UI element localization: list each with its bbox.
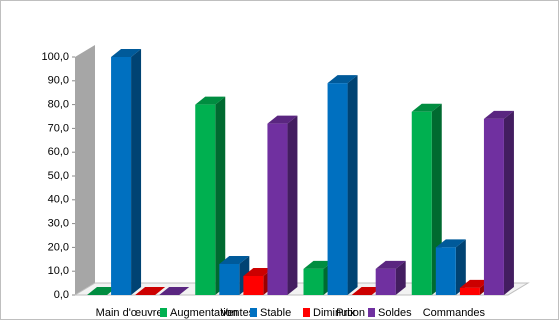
bar [483,110,514,295]
x-tick-label: Ventes [221,307,255,319]
x-tick-label: Prix [336,307,355,319]
bar-top [195,96,226,105]
bar-front [195,104,216,295]
side-wall [75,45,95,295]
legend-label: Diminution [313,307,365,319]
y-tick-label: 70,0 [48,122,69,134]
bar-top [327,75,358,84]
legend-swatch [303,308,310,317]
bar-top [87,287,117,295]
legend-label: Stable [260,307,291,319]
bar-front [327,83,348,296]
bar-side [287,115,298,295]
bar-top [159,287,190,295]
bar [195,96,226,295]
y-tick-label: 60,0 [48,146,69,158]
bar [351,287,382,295]
bar-top [111,49,142,57]
bar-top [267,115,298,124]
y-tick-label: 30,0 [48,218,69,230]
legend-swatch [250,308,257,317]
bar-top [411,103,442,112]
bar-front [459,287,480,295]
y-tick-label: 20,0 [48,241,69,253]
legend-label: Soldes [378,307,412,319]
bar-front [219,264,240,295]
bar-top [459,279,490,288]
x-tick-label: Commandes [423,307,486,319]
bar [87,287,117,295]
bar-front [111,57,132,295]
x-tick-label: Main d'œuvre [96,307,163,319]
bar-front [411,111,432,296]
bar-front [243,275,264,295]
legend-swatch [160,308,167,317]
bar-top [351,287,382,295]
bar-top [135,287,166,295]
legend-label: Augmentation [170,307,238,319]
bar [111,49,142,295]
bar-side [215,96,226,295]
y-tick-label: 80,0 [48,99,69,111]
bar [267,115,298,295]
bar-side [347,75,358,296]
bar-top [219,256,250,265]
bar [411,103,442,296]
bar-front [483,118,504,295]
bar-side [395,260,406,295]
bar-front [303,268,324,295]
y-tick-label: 100,0 [41,51,69,63]
bar-side [131,49,142,295]
y-tick-label: 10,0 [48,265,69,277]
y-tick-label: 50,0 [48,170,69,182]
bar-top [375,260,406,269]
bar-front [435,247,456,295]
bar [159,287,190,295]
y-tick-label: 90,0 [48,75,69,87]
bar-side [503,110,514,295]
y-tick-label: 40,0 [48,194,69,206]
bar-front [267,123,288,295]
bar [135,287,166,295]
bar-top [243,267,274,276]
bar-top [483,110,514,119]
bar-top [303,260,334,269]
bar [375,260,406,295]
y-tick-label: 0,0 [54,289,69,301]
bar [327,75,358,296]
bar-front [375,268,396,295]
bar [435,239,466,295]
legend-swatch [368,308,375,317]
bar-side [455,239,466,295]
bar-top [435,239,466,248]
